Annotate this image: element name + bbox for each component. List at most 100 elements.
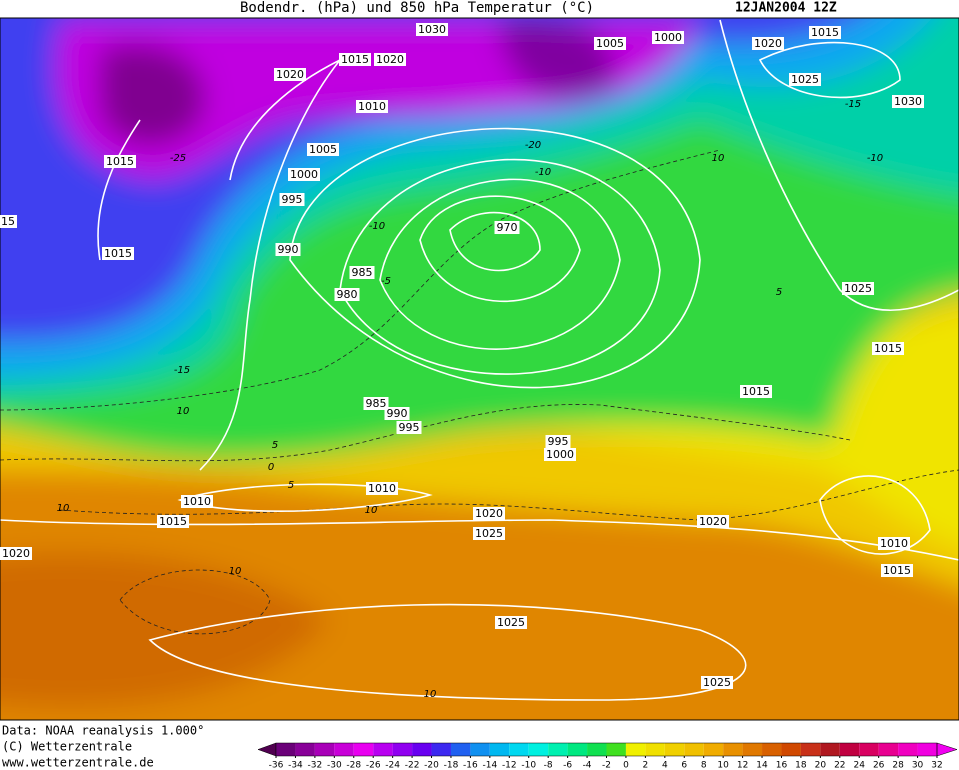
isobar-label: 1020 (376, 53, 404, 66)
temperature-label: -10 (867, 153, 883, 164)
colorbar-tick-label: -2 (602, 761, 611, 770)
colorbar-segment (703, 743, 724, 756)
colorbar-tick-label: 32 (931, 761, 942, 770)
label-box (545, 435, 571, 448)
label-box (356, 100, 388, 113)
colorbar-segment (762, 743, 782, 756)
colorbar-segment (567, 743, 588, 756)
isobar-label: 1010 (880, 537, 908, 550)
label-box (752, 37, 784, 50)
temperature-label: 0 (268, 462, 274, 473)
colorbar-tick-label: -14 (483, 761, 498, 770)
map-frame (0, 17, 959, 721)
label-box (594, 37, 626, 50)
colorbar-tick-label: 16 (776, 761, 788, 770)
colorbar-tick-label: 14 (756, 761, 768, 770)
colorbar-arrow (936, 742, 958, 757)
isobar-label: 970 (497, 221, 518, 234)
label-box (288, 168, 320, 181)
temperature-label: 5 (272, 440, 278, 451)
label-box (384, 407, 410, 420)
colorbar-segment (781, 743, 801, 756)
isobar-label: 1000 (654, 31, 682, 44)
isobar-label: 1015 (341, 53, 369, 66)
colorbar-tick-label: 6 (681, 761, 687, 770)
isobar-label: 1025 (844, 282, 872, 295)
temperature-label: 5 (288, 480, 294, 491)
colorbar-tick-label: 8 (701, 761, 707, 770)
isobar-label: 1020 (754, 37, 782, 50)
colorbar-arrow (257, 742, 277, 757)
label-box (349, 266, 375, 279)
temperature-label: 10 (57, 503, 70, 514)
isobar-label: 1030 (418, 23, 446, 36)
label-box (473, 507, 505, 520)
isobar-label: 1020 (699, 515, 727, 528)
colorbar-segment (548, 743, 568, 756)
temperature-label: -10 (535, 167, 551, 178)
colorbar-tick-label: 20 (815, 761, 827, 770)
label-box (0, 547, 32, 560)
colorbar-tick-label: -28 (346, 761, 361, 770)
colorbar-tick-label: -24 (385, 761, 400, 770)
label-box (878, 537, 910, 550)
colorbar-tick-label: -30 (327, 761, 342, 770)
label-box (307, 143, 339, 156)
label-box (416, 23, 448, 36)
colorbar-segment (684, 743, 704, 756)
label-box (842, 282, 874, 295)
colorbar-segment (334, 743, 354, 756)
colorbar-segment (625, 743, 646, 756)
isobar-label: 985 (366, 397, 387, 410)
temperature-label: 5 (776, 287, 782, 298)
label-box (334, 288, 360, 301)
colorbar: -36 -34 -32 -30 -28 -26 -24 -22 -20 -18 -16 -14 -12-… (257, 742, 958, 770)
isobar-label: 1015 (104, 247, 132, 260)
isobar-label: 1015 (106, 155, 134, 168)
temperature-label: -15 (845, 99, 861, 110)
colorbar-tick-label: 28 (892, 761, 904, 770)
colorbar-tick-label: -8 (544, 761, 553, 770)
colorbar-tick-label: 22 (834, 761, 845, 770)
isobar-label: 15 (1, 215, 15, 228)
colorbar-tick-label: 10 (717, 761, 729, 770)
colorbar-tick-label: 18 (795, 761, 807, 770)
isobar-label: 995 (548, 435, 569, 448)
isobar-label: 1025 (791, 73, 819, 86)
colorbar-segment (606, 743, 626, 756)
label-box (102, 247, 134, 260)
isobar-label: 1000 (290, 168, 318, 181)
label-box (181, 495, 213, 508)
colorbar-tick-label: 30 (912, 761, 924, 770)
colorbar-tick-label: 24 (854, 761, 866, 770)
label-box (274, 68, 306, 81)
colorbar-segment (353, 743, 374, 756)
label-box (789, 73, 821, 86)
colorbar-tick-label: -34 (288, 761, 303, 770)
colorbar-tick-label: 12 (737, 761, 748, 770)
isobar-label: 990 (278, 243, 299, 256)
isobar-label: 1025 (703, 676, 731, 689)
label-box (157, 515, 189, 528)
colorbar-tick-label: 0 (623, 761, 629, 770)
isobar-label: 1020 (2, 547, 30, 560)
label-box (396, 421, 422, 434)
isobar-label: 995 (399, 421, 420, 434)
temperature-label: 10 (365, 505, 378, 516)
temperature-label: -20 (525, 140, 541, 151)
isobar-label: 1020 (475, 507, 503, 520)
map-title: Bodendr. (hPa) und 850 hPa Temperatur (°… (240, 0, 594, 16)
colorbar-segment (723, 743, 743, 756)
colorbar-segment (839, 743, 860, 756)
label-box (363, 397, 389, 410)
isobar-label: 1025 (475, 527, 503, 540)
label-box (697, 515, 729, 528)
colorbar-segment (276, 743, 296, 756)
colorbar-tick-label: 26 (873, 761, 885, 770)
label-box (809, 26, 841, 39)
label-box (740, 385, 772, 398)
